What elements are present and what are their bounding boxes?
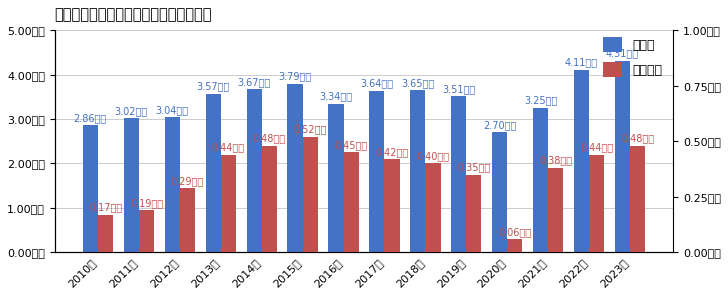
- Text: 3.57兆円: 3.57兆円: [197, 81, 230, 91]
- Text: 3.04兆円: 3.04兆円: [156, 105, 189, 115]
- Text: 0.48兆円: 0.48兆円: [621, 133, 654, 144]
- Text: 3.02兆円: 3.02兆円: [115, 106, 148, 116]
- Bar: [180, 188, 195, 252]
- Bar: [369, 91, 384, 252]
- Text: 4.11兆円: 4.11兆円: [565, 57, 598, 67]
- Bar: [411, 90, 425, 252]
- Bar: [247, 89, 261, 252]
- Bar: [589, 155, 604, 252]
- Bar: [124, 118, 139, 252]
- Text: 0.19兆円: 0.19兆円: [130, 198, 163, 208]
- Text: 2.86兆円: 2.86兆円: [74, 113, 107, 123]
- Text: 0.40兆円: 0.40兆円: [416, 151, 449, 161]
- Text: 3.34兆円: 3.34兆円: [320, 92, 352, 102]
- Text: 0.52兆円: 0.52兆円: [293, 125, 327, 135]
- Bar: [288, 84, 303, 252]
- Text: 0.17兆円: 0.17兆円: [89, 202, 122, 212]
- Text: 0.38兆円: 0.38兆円: [539, 156, 572, 166]
- Text: 0.42兆円: 0.42兆円: [376, 147, 408, 157]
- Bar: [451, 96, 467, 252]
- Text: ブリヂストンの売上高・営業利益の推移: ブリヂストンの売上高・営業利益の推移: [55, 7, 212, 22]
- Text: 0.48兆円: 0.48兆円: [253, 133, 286, 144]
- Text: 3.51兆円: 3.51兆円: [442, 84, 475, 94]
- Bar: [83, 125, 98, 252]
- Bar: [205, 94, 221, 252]
- Bar: [328, 104, 344, 252]
- Bar: [492, 132, 507, 252]
- Text: 0.35兆円: 0.35兆円: [457, 162, 491, 172]
- Text: 0.44兆円: 0.44兆円: [580, 142, 613, 152]
- Legend: 売上高, 営業利益: 売上高, 営業利益: [598, 32, 667, 82]
- Text: 2.70兆円: 2.70兆円: [483, 120, 516, 130]
- Text: 0.45兆円: 0.45兆円: [334, 140, 368, 150]
- Bar: [165, 117, 180, 252]
- Bar: [507, 239, 523, 252]
- Bar: [139, 210, 154, 252]
- Text: 0.44兆円: 0.44兆円: [212, 142, 245, 152]
- Text: 0.29兆円: 0.29兆円: [171, 176, 204, 186]
- Text: 3.67兆円: 3.67兆円: [237, 77, 271, 87]
- Bar: [425, 163, 440, 252]
- Bar: [630, 146, 645, 252]
- Bar: [303, 137, 317, 252]
- Bar: [533, 108, 548, 252]
- Bar: [467, 175, 481, 252]
- Bar: [221, 155, 236, 252]
- Bar: [548, 168, 563, 252]
- Text: 3.65兆円: 3.65兆円: [401, 78, 435, 88]
- Text: 0.06兆円: 0.06兆円: [498, 227, 531, 237]
- Text: 4.31兆円: 4.31兆円: [606, 49, 639, 59]
- Bar: [615, 61, 630, 252]
- Bar: [384, 159, 400, 252]
- Bar: [261, 146, 277, 252]
- Bar: [574, 70, 589, 252]
- Text: 3.64兆円: 3.64兆円: [360, 78, 393, 88]
- Bar: [98, 215, 113, 252]
- Text: 3.79兆円: 3.79兆円: [278, 72, 312, 82]
- Bar: [344, 152, 359, 252]
- Text: 3.25兆円: 3.25兆円: [524, 96, 558, 106]
